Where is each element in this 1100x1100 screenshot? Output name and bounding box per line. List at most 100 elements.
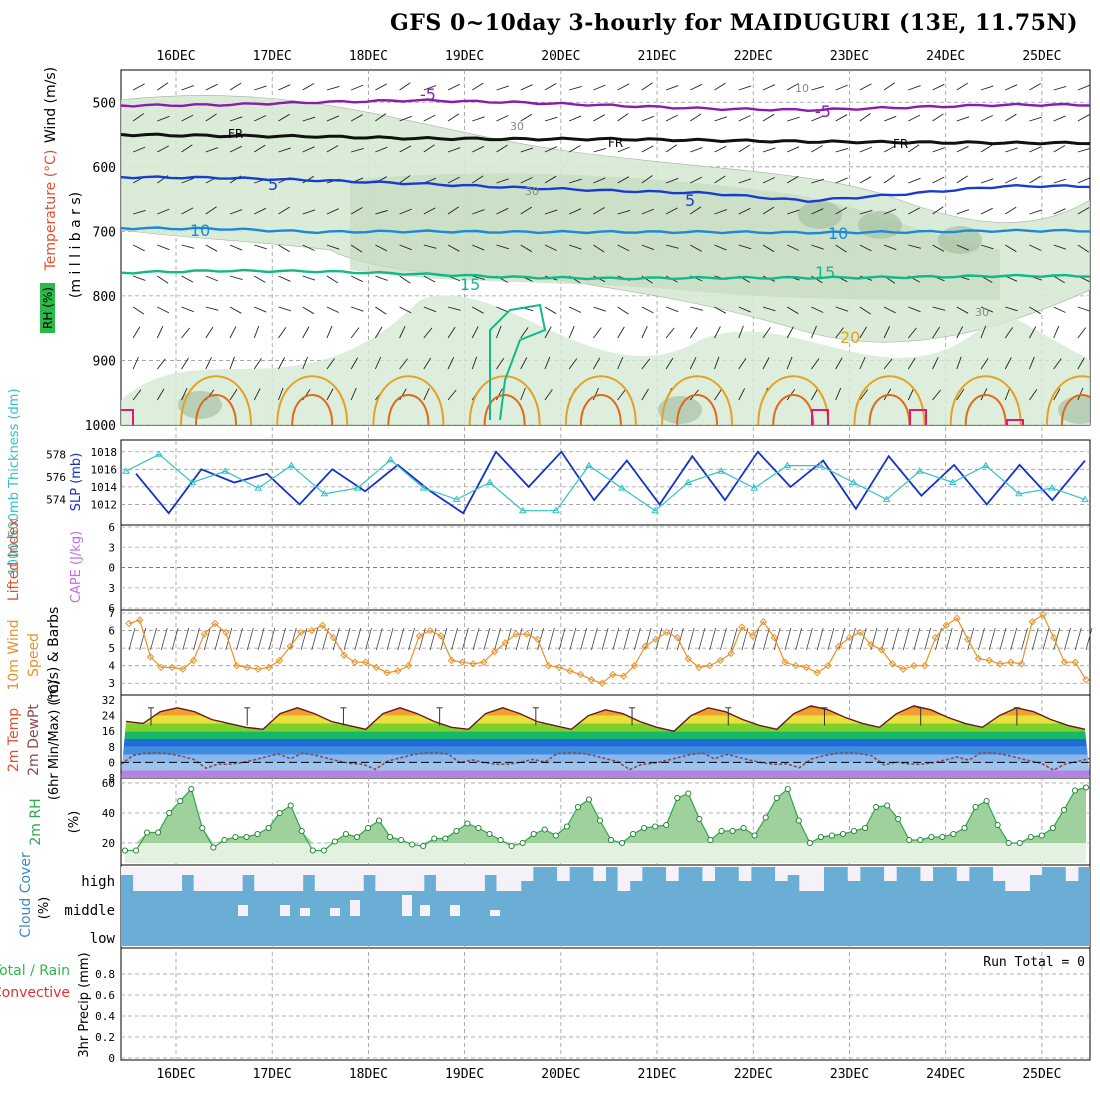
wind-barb-10m (128, 627, 136, 651)
wind-barb (374, 356, 382, 370)
wind-barb (375, 113, 387, 122)
wind-barb (278, 206, 290, 215)
wind-barb (568, 208, 582, 215)
wind-barb (641, 175, 653, 184)
temp-contour-30 (909, 409, 927, 425)
wind-barb (520, 357, 528, 370)
wind-speed-marker (555, 663, 563, 672)
wind-speed-marker (566, 667, 574, 675)
wind-barb (157, 82, 169, 91)
li-tick: 3 (108, 541, 115, 554)
rh-marker (817, 833, 824, 841)
cloud-high-gap (666, 867, 679, 881)
wind-barb-10m (375, 627, 383, 651)
wind-barb (181, 207, 194, 215)
wind-barb (665, 244, 679, 249)
temp-band (121, 754, 1090, 763)
temp-contour-25 (1060, 394, 1090, 425)
wind-barb (593, 114, 605, 122)
slp-line (135, 450, 1086, 515)
wind-barb (593, 244, 605, 253)
wind-barb (811, 358, 820, 370)
wind-barb (641, 115, 655, 122)
cloud-high-gap (423, 867, 437, 875)
wind-barb-10m (859, 627, 867, 651)
wind-barb (132, 83, 145, 91)
wind-barb (714, 175, 726, 184)
date-label-top: 16DEC (156, 49, 195, 64)
wind-speed-marker (1050, 633, 1058, 642)
date-label-bottom: 24DEC (926, 1067, 965, 1082)
wind-barb (229, 209, 243, 215)
wind-barb (641, 326, 648, 339)
isotherm-label-15: 15 (460, 275, 480, 294)
wind-speed-marker (781, 658, 789, 666)
date-label-bottom: 18DEC (349, 1067, 388, 1082)
temp-tick: 0 (108, 756, 115, 769)
wind-barb (1005, 147, 1018, 153)
wind-barb (835, 177, 848, 184)
wind-barb (496, 144, 508, 153)
wind-barb (859, 306, 872, 315)
cloud-high-gap (133, 867, 146, 891)
rh-marker (762, 814, 769, 821)
wind-barb (229, 116, 243, 122)
wind-barb (714, 388, 722, 401)
wind-speed-marker (533, 635, 542, 644)
wind-barb-10m (343, 627, 351, 651)
wind-barb-10m (601, 627, 609, 651)
wind-barb (908, 306, 921, 313)
cloud-high-gap (387, 867, 401, 891)
temp-tick: 24 (102, 710, 116, 723)
wind-speed-marker (910, 661, 918, 670)
wind-barb (956, 306, 969, 314)
rh-marker (265, 824, 272, 832)
thickness-line (125, 453, 1086, 512)
wind-barb (132, 146, 146, 153)
wind-speed-marker (1082, 676, 1090, 684)
wind-barb (447, 306, 461, 311)
wind-barb (229, 306, 242, 314)
wind-barb (326, 244, 340, 250)
temp-contour-20 (468, 375, 541, 425)
wind-barb (278, 147, 291, 153)
precip-tick: 0.8 (95, 968, 115, 981)
wind-barb (883, 175, 895, 184)
wind-barb-10m (311, 627, 319, 651)
wind-barb (544, 146, 557, 153)
wind-barb (447, 147, 461, 153)
wind-barb (472, 175, 484, 184)
rh-marker (619, 839, 626, 847)
wind-barb (568, 306, 582, 313)
thickness-marker (783, 461, 792, 469)
wind-speed-marker (996, 660, 1004, 668)
wind-barb (472, 82, 484, 91)
wind-barb (592, 357, 601, 370)
wind-barb-10m (472, 627, 480, 651)
wind-barb (1053, 178, 1067, 184)
wind-barb-10m (1031, 627, 1039, 651)
wind-barb (641, 244, 655, 251)
rh-marker (1049, 824, 1056, 832)
thickness-marker (353, 484, 362, 491)
wind-barb (472, 145, 485, 153)
wind-barb (568, 358, 578, 370)
rh-marker (906, 836, 913, 844)
wind-speed-marker (942, 621, 950, 629)
wind-barb (181, 388, 188, 401)
wind-barb-10m (612, 627, 620, 651)
wind-barb (956, 244, 969, 251)
wind-speed-marker (372, 663, 381, 672)
wind-barb (762, 147, 776, 153)
wind-barb (1029, 83, 1041, 91)
rh-marker (961, 824, 968, 832)
wind-barb (617, 176, 630, 184)
wind-barb (229, 275, 243, 281)
date-label-bottom: 17DEC (253, 1067, 292, 1082)
wind-barb (786, 244, 800, 251)
rh-marker (121, 847, 129, 854)
rh-marker (199, 824, 206, 832)
wind-barb (254, 244, 267, 250)
wind-barb (1077, 114, 1090, 122)
wind-speed-marker (791, 661, 800, 670)
